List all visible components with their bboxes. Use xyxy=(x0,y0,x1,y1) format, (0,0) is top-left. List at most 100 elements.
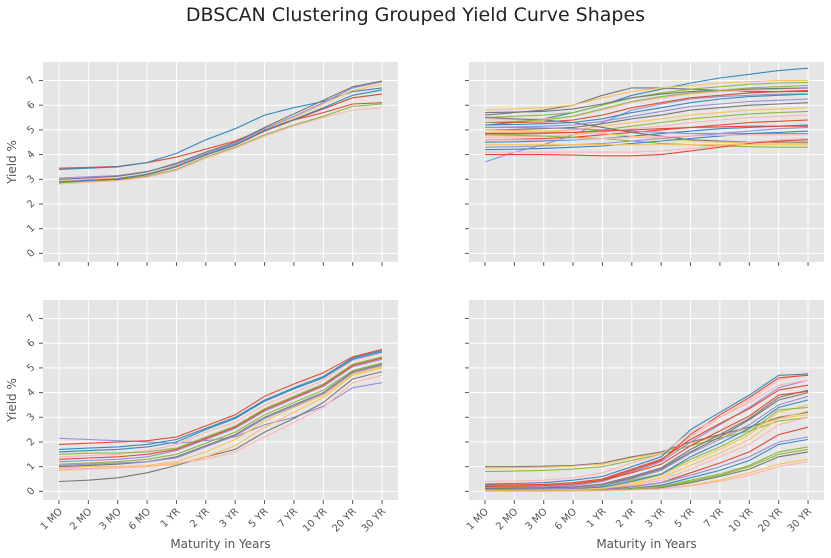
subplot-top-left: 0 1 2 3 4 5 6 7 Yield % xyxy=(5,62,398,266)
x-tick-label: 6 MO xyxy=(553,506,579,532)
x-tick-label: 7 YR xyxy=(702,506,726,530)
series-line xyxy=(485,89,809,124)
series-line xyxy=(484,98,809,128)
series-line xyxy=(58,374,383,470)
y-tick-label: 6 xyxy=(25,337,37,349)
series-line xyxy=(58,348,383,445)
x-tick-label: 1 MO xyxy=(39,506,65,532)
series-line xyxy=(484,119,809,141)
x-tick-label: 2 MO xyxy=(494,506,520,532)
series-line xyxy=(484,379,809,483)
y-axis-label: Yield % xyxy=(5,140,19,185)
series-line xyxy=(58,371,383,483)
y-tick-label: 0 xyxy=(25,486,37,498)
x-tick-label: 1 YR xyxy=(159,506,183,530)
series-line xyxy=(58,352,383,458)
series-line xyxy=(484,410,809,492)
y-tick-label: 1 xyxy=(25,223,37,235)
series-line xyxy=(484,130,809,151)
y-axis-label: Yield % xyxy=(5,378,19,423)
x-tick-label: 2 MO xyxy=(68,506,94,532)
y-tick-label: 3 xyxy=(25,173,37,185)
x-tick-label: 6 MO xyxy=(127,506,153,532)
series-line xyxy=(484,79,808,111)
subplot-top-right xyxy=(465,62,824,266)
series-line xyxy=(484,125,808,135)
x-tick-label: 2 YR xyxy=(188,506,212,530)
series-line xyxy=(484,84,809,124)
x-tick-label: 30 YR xyxy=(360,506,388,534)
x-tick-label: 5 YR xyxy=(673,506,697,530)
y-tick-label: 5 xyxy=(25,362,37,374)
series-line xyxy=(58,358,383,463)
y-tick-label: 3 xyxy=(25,411,37,423)
series-line xyxy=(58,80,383,180)
x-tick-label: 30 YR xyxy=(786,506,814,534)
y-tick-label: 7 xyxy=(25,313,37,325)
series-line xyxy=(58,107,383,185)
series-line xyxy=(484,384,809,486)
series-line xyxy=(484,414,809,469)
y-tick-label: 1 xyxy=(25,461,37,473)
x-tick-label: 1 MO xyxy=(465,506,491,532)
x-tick-label: 3 YR xyxy=(218,506,242,530)
series-line xyxy=(485,139,809,157)
subplot-bottom-right: 1 MO 2 MO 3 MO 6 MO 1 YR 2 YR 3 YR 5 YR 7 YR 10 Y… xyxy=(465,300,824,551)
x-tick-label: 20 YR xyxy=(331,506,359,534)
series-line xyxy=(485,461,809,492)
plot-area xyxy=(43,300,398,500)
y-tick-label: 5 xyxy=(25,124,37,136)
x-axis-label: Maturity in Years xyxy=(170,537,270,551)
series-line xyxy=(58,356,383,455)
x-axis-label: Maturity in Years xyxy=(596,537,696,551)
figure-title: DBSCAN Clustering Grouped Yield Curve Sh… xyxy=(185,4,646,26)
x-tick-label: 3 MO xyxy=(98,506,124,532)
series-line xyxy=(484,416,809,473)
series-line xyxy=(484,126,809,148)
x-tick-label: 5 YR xyxy=(247,506,271,530)
x-tick-label: 10 YR xyxy=(727,506,755,534)
series-line xyxy=(58,363,383,468)
series-line xyxy=(485,137,809,153)
series-line xyxy=(484,389,809,489)
series-line xyxy=(58,351,383,453)
series-line xyxy=(484,87,808,116)
y-tick-label: 2 xyxy=(25,436,37,448)
y-tick-label: 6 xyxy=(25,99,37,111)
x-tick-label: 3 YR xyxy=(644,506,668,530)
series-line xyxy=(58,364,383,466)
series-line xyxy=(58,81,383,179)
x-tick-label: 2 YR xyxy=(614,506,638,530)
x-tick-label: 10 YR xyxy=(301,506,329,534)
subplot-bottom-left: 0 1 2 3 4 5 6 7 1 MO 2 MO 3 MO 6 MO 1 YR 2 YR 3 YR 5 YR… xyxy=(5,300,398,551)
y-tick-label: 4 xyxy=(25,387,37,399)
y-tick-label: 4 xyxy=(25,149,37,161)
x-tick-label: 7 YR xyxy=(276,506,300,530)
series-line xyxy=(58,366,383,469)
series-line xyxy=(484,390,809,487)
x-tick-label: 3 MO xyxy=(524,506,550,532)
series-line xyxy=(484,93,809,126)
series-line xyxy=(484,373,809,485)
series-line xyxy=(484,110,809,136)
series-line xyxy=(484,379,809,489)
y-tick-label: 7 xyxy=(25,75,37,87)
series-line xyxy=(484,81,809,119)
series-line xyxy=(484,87,809,114)
plot-area xyxy=(469,300,824,500)
series-line xyxy=(484,124,809,143)
x-tick-label: 1 YR xyxy=(585,506,609,530)
y-tick-label: 0 xyxy=(25,248,37,260)
series-line xyxy=(58,350,383,450)
series-line xyxy=(484,87,809,121)
series-line xyxy=(484,102,809,131)
y-tick-label: 2 xyxy=(25,198,37,210)
series-line xyxy=(58,357,383,460)
series-line xyxy=(485,134,808,141)
series-line xyxy=(484,395,809,490)
series-line xyxy=(58,89,383,183)
x-tick-label: 20 YR xyxy=(757,506,785,534)
series-line xyxy=(58,362,383,465)
